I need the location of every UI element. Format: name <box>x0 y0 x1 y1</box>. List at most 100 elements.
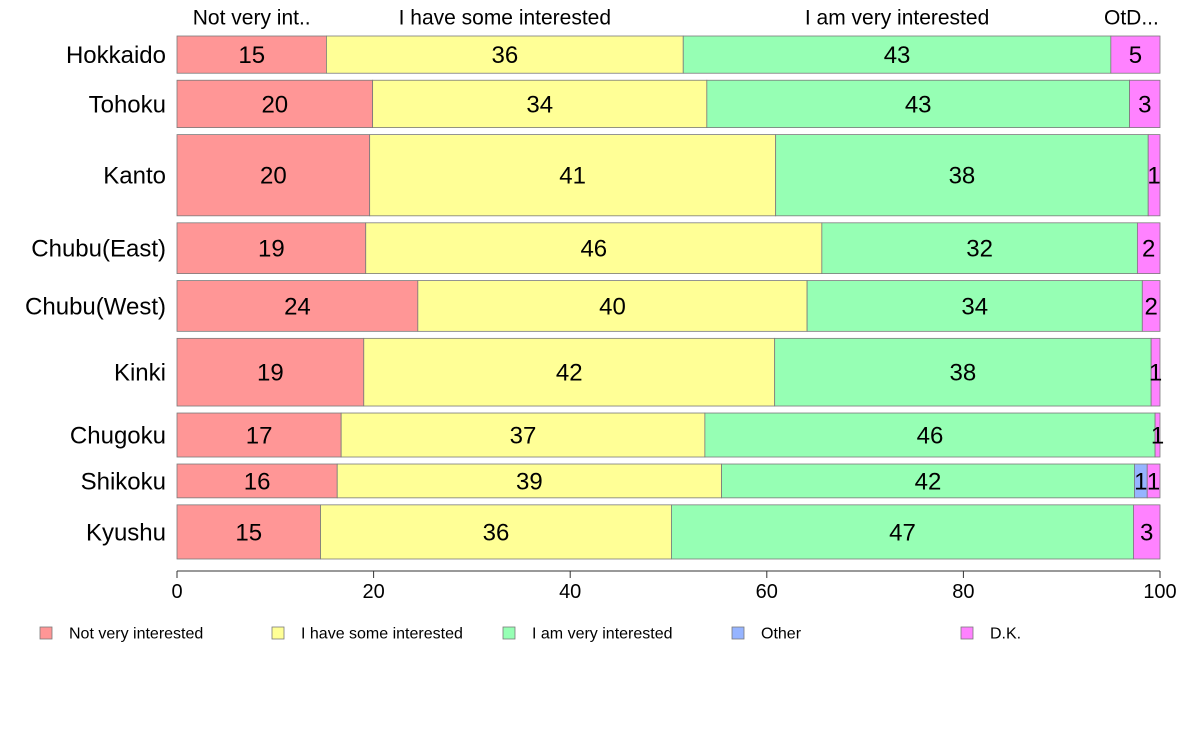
legend-item-i-am-very-interested: I am very interested <box>502 626 673 643</box>
bar-segment-i-am-very-interested <box>774 337 1152 407</box>
bar-segment-not-very-interested <box>176 222 367 274</box>
bar-value-label: 43 <box>905 91 932 118</box>
bar-segment-i-am-very-interested <box>671 504 1134 560</box>
category-label-tohoku: Tohoku <box>89 91 166 118</box>
bar-value-label: 20 <box>260 163 287 190</box>
legend-label: I am very interested <box>532 626 673 643</box>
bar-value-label: 1 <box>1147 163 1160 190</box>
legend-label: I have some interested <box>301 626 463 643</box>
bar-segment-i-am-very-interested <box>806 280 1143 332</box>
category-label-kyushu: Kyushu <box>86 519 166 546</box>
bar-value-label: 36 <box>483 519 510 546</box>
bar-segment-not-very-interested <box>176 134 371 217</box>
bar-segment-d-k <box>1110 35 1161 74</box>
bar-row-kinki: 19 42 38 1 <box>176 337 1162 407</box>
bar-value-label: 1 <box>1149 360 1162 387</box>
column-header-label: OtD... <box>1104 7 1159 30</box>
bar-value-label: 5 <box>1129 42 1142 69</box>
legend-swatch <box>39 626 53 640</box>
bar-segment-i-am-very-interested <box>706 79 1130 129</box>
bar-segment-not-very-interested <box>176 412 342 458</box>
bar-segment-d-k <box>1146 463 1161 499</box>
bar-row-shikoku: 16 39 42 1 1 <box>176 463 1161 499</box>
bar-value-label: 41 <box>559 163 586 190</box>
legend-label: Not very interested <box>69 626 203 643</box>
bar-segment-d-k <box>1129 79 1161 129</box>
bar-segment-i-am-very-interested <box>704 412 1156 458</box>
bar-segment-not-very-interested <box>176 463 338 499</box>
bar-segment-not-very-interested <box>176 280 419 332</box>
bar-segment-not-very-interested <box>176 79 374 129</box>
bar-segment-i-have-some-interested <box>326 35 684 74</box>
bar-segment-i-am-very-interested <box>821 222 1138 274</box>
column-header-label: I am very interested <box>805 7 989 30</box>
bar-value-label: 40 <box>599 293 626 320</box>
bar-value-label: 39 <box>516 468 543 495</box>
bar-segment-i-have-some-interested <box>372 79 708 129</box>
bar-value-label: 46 <box>917 423 944 450</box>
category-label-shikoku: Shikoku <box>81 468 166 495</box>
bar-value-label: 15 <box>235 519 262 546</box>
bar-value-label: 2 <box>1142 236 1155 263</box>
bar-segment-i-have-some-interested <box>320 504 672 560</box>
bar-segment-not-very-interested <box>176 504 321 560</box>
legend-item-i-have-some-interested: I have some interested <box>271 626 463 643</box>
x-tick-label: 0 <box>171 581 182 603</box>
bar-value-label: 20 <box>261 91 288 118</box>
legend-label: D.K. <box>990 626 1021 643</box>
x-tick-label: 60 <box>756 581 778 603</box>
bar-segment-d-k <box>1147 134 1161 217</box>
bar-row-chubu-west: 24 40 34 2 <box>176 280 1161 332</box>
bar-row-chugoku: 17 37 46 1 <box>176 412 1164 458</box>
legend-item-other: Other <box>731 626 802 643</box>
bar-value-label: 43 <box>884 42 911 69</box>
bar-value-label: 47 <box>889 519 916 546</box>
bar-value-label: 24 <box>284 293 311 320</box>
x-axis: 0 20 40 60 80 100 <box>171 570 1177 603</box>
bar-value-label: 37 <box>510 423 537 450</box>
bar-segment-not-very-interested <box>176 337 365 407</box>
bar-value-label: 36 <box>491 42 518 69</box>
bar-row-hokkaido: 15 36 43 5 <box>176 35 1161 74</box>
bar-value-label: 34 <box>526 91 553 118</box>
category-label-chugoku: Chugoku <box>70 423 166 450</box>
bar-value-label: 15 <box>238 42 265 69</box>
bar-value-label: 16 <box>244 468 271 495</box>
bar-value-label: 3 <box>1138 91 1151 118</box>
bar-value-label: 42 <box>556 360 583 387</box>
bar-segment-i-have-some-interested <box>336 463 722 499</box>
bar-value-label: 38 <box>949 163 976 190</box>
bar-row-chubu-east: 19 46 32 2 <box>176 222 1161 274</box>
bar-value-label: 17 <box>246 423 273 450</box>
bar-segment-i-have-some-interested <box>340 412 706 458</box>
category-label-chubu-west: Chubu(West) <box>25 293 166 320</box>
bar-value-label: 38 <box>950 360 977 387</box>
bar-value-label: 1 <box>1151 423 1164 450</box>
column-header-label: I have some interested <box>399 7 611 30</box>
bar-segment-i-have-some-interested <box>363 337 776 407</box>
legend-swatch <box>502 626 516 640</box>
bar-value-label: 46 <box>580 236 607 263</box>
bar-value-label: 19 <box>257 360 284 387</box>
x-tick-label: 80 <box>952 581 974 603</box>
column-header-labels: Not very int.. I have some interested I am… <box>193 7 1159 30</box>
bar-segment-d-k <box>1150 337 1161 407</box>
x-tick-label: 100 <box>1143 581 1176 603</box>
bar-value-label: 19 <box>258 236 285 263</box>
bar-segment-i-am-very-interested <box>721 463 1135 499</box>
bar-segment-i-have-some-interested <box>365 222 823 274</box>
category-labels: Hokkaido Tohoku Kanto Chubu(East) Chubu(West… <box>25 42 166 546</box>
bars: 15 36 43 520 34 43 320 41 38 119 46 32 224 40 34 219 42 3… <box>176 35 1164 560</box>
bar-value-label: 32 <box>966 236 993 263</box>
bar-value-label: 1 <box>1134 468 1147 495</box>
bar-segment-not-very-interested <box>176 35 327 74</box>
legend: Not very interested I have some intereste… <box>39 626 1021 643</box>
bar-segment-d-k <box>1136 222 1161 274</box>
bar-value-label: 3 <box>1140 519 1153 546</box>
x-tick-label: 20 <box>362 581 384 603</box>
bar-value-label: 1 <box>1147 468 1160 495</box>
bar-row-kanto: 20 41 38 1 <box>176 134 1161 217</box>
x-tick-label: 40 <box>559 581 581 603</box>
bar-value-label: 2 <box>1144 293 1157 320</box>
